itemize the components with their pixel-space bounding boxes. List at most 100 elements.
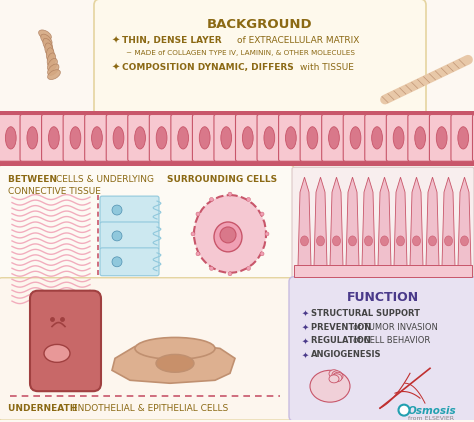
Text: of TUMOR INVASION: of TUMOR INVASION (353, 322, 438, 332)
FancyBboxPatch shape (106, 114, 131, 161)
FancyBboxPatch shape (408, 114, 432, 161)
Ellipse shape (70, 127, 81, 149)
Ellipse shape (461, 236, 468, 246)
Ellipse shape (47, 53, 56, 67)
Ellipse shape (436, 127, 447, 149)
Text: ✦: ✦ (302, 336, 309, 346)
Text: of EXTRACELLULAR MATRIX: of EXTRACELLULAR MATRIX (237, 36, 359, 45)
FancyBboxPatch shape (236, 114, 260, 161)
Ellipse shape (332, 374, 342, 382)
Ellipse shape (48, 127, 59, 149)
Text: BETWEEN: BETWEEN (8, 175, 60, 184)
Polygon shape (394, 177, 407, 266)
Ellipse shape (264, 127, 275, 149)
Ellipse shape (307, 127, 318, 149)
Ellipse shape (135, 127, 146, 149)
Circle shape (112, 257, 122, 267)
Ellipse shape (91, 127, 102, 149)
Ellipse shape (113, 127, 124, 149)
Ellipse shape (332, 371, 342, 379)
Ellipse shape (301, 236, 309, 246)
Ellipse shape (350, 127, 361, 149)
FancyBboxPatch shape (100, 196, 159, 224)
Ellipse shape (381, 236, 389, 246)
Bar (294, 265, 472, 277)
FancyBboxPatch shape (451, 114, 474, 161)
Ellipse shape (47, 58, 57, 71)
Ellipse shape (43, 38, 53, 51)
Ellipse shape (329, 375, 339, 383)
Ellipse shape (393, 127, 404, 149)
FancyBboxPatch shape (85, 114, 109, 161)
Circle shape (228, 192, 232, 196)
Polygon shape (330, 177, 343, 266)
Ellipse shape (428, 236, 437, 246)
Text: ✦: ✦ (302, 322, 309, 332)
Ellipse shape (46, 48, 55, 62)
Ellipse shape (156, 354, 194, 372)
Text: BACKGROUND: BACKGROUND (207, 18, 313, 31)
Ellipse shape (445, 236, 453, 246)
FancyBboxPatch shape (214, 114, 238, 161)
FancyBboxPatch shape (30, 291, 101, 391)
Circle shape (260, 252, 264, 256)
Polygon shape (410, 177, 423, 266)
Ellipse shape (328, 127, 339, 149)
Circle shape (399, 405, 410, 416)
Bar (0, 158, 474, 166)
Circle shape (196, 252, 200, 256)
Circle shape (228, 272, 232, 276)
Text: ✦: ✦ (112, 63, 120, 73)
FancyBboxPatch shape (63, 114, 88, 161)
Text: of CELL BEHAVIOR: of CELL BEHAVIOR (353, 336, 430, 346)
Ellipse shape (221, 127, 232, 149)
FancyBboxPatch shape (365, 114, 389, 161)
Circle shape (246, 266, 250, 271)
FancyBboxPatch shape (0, 278, 294, 420)
FancyBboxPatch shape (429, 114, 454, 161)
Ellipse shape (178, 127, 189, 149)
FancyBboxPatch shape (322, 114, 346, 161)
Text: CONNECTIVE TISSUE: CONNECTIVE TISSUE (8, 187, 101, 196)
FancyBboxPatch shape (473, 114, 474, 161)
Polygon shape (298, 177, 311, 266)
Circle shape (196, 212, 200, 216)
Ellipse shape (214, 222, 242, 252)
Text: ✦: ✦ (112, 36, 120, 46)
Ellipse shape (412, 236, 420, 246)
Ellipse shape (38, 30, 51, 40)
Circle shape (210, 197, 213, 201)
Ellipse shape (348, 236, 356, 246)
Circle shape (260, 212, 264, 216)
Circle shape (191, 232, 195, 236)
Ellipse shape (310, 371, 350, 402)
FancyBboxPatch shape (0, 114, 23, 161)
FancyBboxPatch shape (0, 165, 294, 281)
Text: ANGIOGENESIS: ANGIOGENESIS (311, 350, 382, 360)
Ellipse shape (41, 34, 52, 46)
Text: STRUCTURAL SUPPORT: STRUCTURAL SUPPORT (311, 308, 420, 318)
Ellipse shape (199, 127, 210, 149)
Text: REGULATION: REGULATION (311, 336, 374, 346)
Circle shape (246, 197, 250, 201)
Ellipse shape (365, 236, 373, 246)
Ellipse shape (47, 70, 60, 80)
Ellipse shape (47, 64, 59, 76)
Polygon shape (346, 177, 359, 266)
Text: FUNCTION: FUNCTION (347, 291, 419, 304)
Ellipse shape (285, 127, 296, 149)
Ellipse shape (415, 127, 426, 149)
Ellipse shape (242, 127, 253, 149)
Circle shape (210, 266, 213, 271)
Text: UNDERNEATH: UNDERNEATH (8, 404, 81, 413)
Ellipse shape (372, 127, 383, 149)
FancyBboxPatch shape (128, 114, 152, 161)
Polygon shape (426, 177, 439, 266)
FancyBboxPatch shape (42, 114, 66, 161)
Text: ENDOTHELIAL & EPITHELIAL CELLS: ENDOTHELIAL & EPITHELIAL CELLS (72, 404, 228, 413)
Text: THIN, DENSE LAYER: THIN, DENSE LAYER (122, 36, 225, 45)
Text: PREVENTION: PREVENTION (311, 322, 374, 332)
Ellipse shape (44, 344, 70, 362)
Text: CELLS & UNDERLYING: CELLS & UNDERLYING (56, 175, 154, 184)
FancyBboxPatch shape (20, 114, 45, 161)
